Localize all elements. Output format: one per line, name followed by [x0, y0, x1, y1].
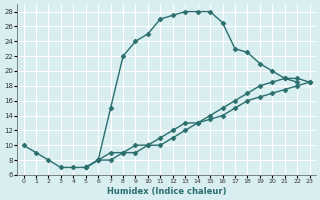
- X-axis label: Humidex (Indice chaleur): Humidex (Indice chaleur): [107, 187, 226, 196]
